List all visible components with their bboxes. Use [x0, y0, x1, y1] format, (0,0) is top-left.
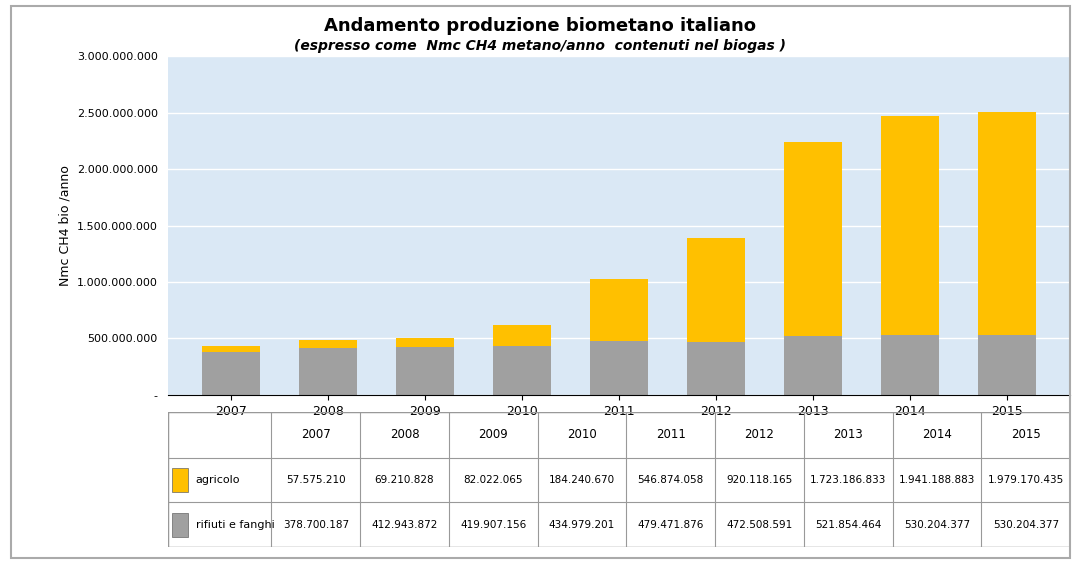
Bar [493, 325, 551, 346]
Text: agricolo: agricolo [196, 475, 240, 485]
Text: 2014: 2014 [922, 428, 952, 441]
Bar [493, 346, 551, 395]
Bar [686, 341, 745, 395]
Bar [172, 513, 188, 537]
Text: 378.700.187: 378.700.187 [282, 520, 349, 530]
Text: 412.943.872: 412.943.872 [371, 520, 438, 530]
Bar [881, 116, 939, 335]
Text: 1.979.170.435: 1.979.170.435 [988, 475, 1064, 485]
Bar [784, 142, 842, 336]
Text: 472.508.591: 472.508.591 [726, 520, 792, 530]
Text: 2012: 2012 [745, 428, 774, 441]
Text: 920.118.165: 920.118.165 [726, 475, 792, 485]
Text: 2009: 2009 [479, 428, 508, 441]
Bar [201, 346, 259, 352]
Text: 546.874.058: 546.874.058 [638, 475, 704, 485]
Bar [686, 237, 745, 341]
Bar [590, 341, 648, 395]
Text: 530.204.377: 530.204.377 [992, 520, 1059, 530]
Text: (espresso come  Nmc CH4 metano/anno  contenuti nel biogas ): (espresso come Nmc CH4 metano/anno conte… [294, 39, 787, 54]
Text: 1.723.186.833: 1.723.186.833 [810, 475, 886, 485]
Text: 434.979.201: 434.979.201 [549, 520, 615, 530]
Text: 419.907.156: 419.907.156 [461, 520, 526, 530]
Text: Andamento produzione biometano italiano: Andamento produzione biometano italiano [324, 17, 757, 35]
Text: 69.210.828: 69.210.828 [375, 475, 435, 485]
Text: rifiuti e fanghi: rifiuti e fanghi [196, 520, 275, 530]
Text: 2015: 2015 [1011, 428, 1041, 441]
Bar [978, 335, 1037, 395]
Bar [881, 335, 939, 395]
Bar [590, 279, 648, 341]
Text: 1.941.188.883: 1.941.188.883 [899, 475, 975, 485]
Text: 2007: 2007 [301, 428, 331, 441]
Text: 521.854.464: 521.854.464 [815, 520, 881, 530]
Text: 2010: 2010 [568, 428, 597, 441]
Text: 2013: 2013 [833, 428, 863, 441]
Bar [298, 341, 357, 348]
Text: 57.575.210: 57.575.210 [286, 475, 346, 485]
Text: 530.204.377: 530.204.377 [904, 520, 970, 530]
Y-axis label: Nmc CH4 bio /anno: Nmc CH4 bio /anno [58, 165, 71, 286]
Bar [172, 468, 188, 492]
Text: 2008: 2008 [389, 428, 419, 441]
Bar [396, 347, 454, 395]
Bar [396, 338, 454, 347]
Text: 82.022.065: 82.022.065 [464, 475, 523, 485]
Bar [784, 336, 842, 395]
Bar [978, 112, 1037, 335]
Text: 479.471.876: 479.471.876 [638, 520, 704, 530]
Text: 184.240.670: 184.240.670 [549, 475, 615, 485]
Bar [201, 352, 259, 395]
Text: 2011: 2011 [656, 428, 685, 441]
Bar [298, 348, 357, 395]
